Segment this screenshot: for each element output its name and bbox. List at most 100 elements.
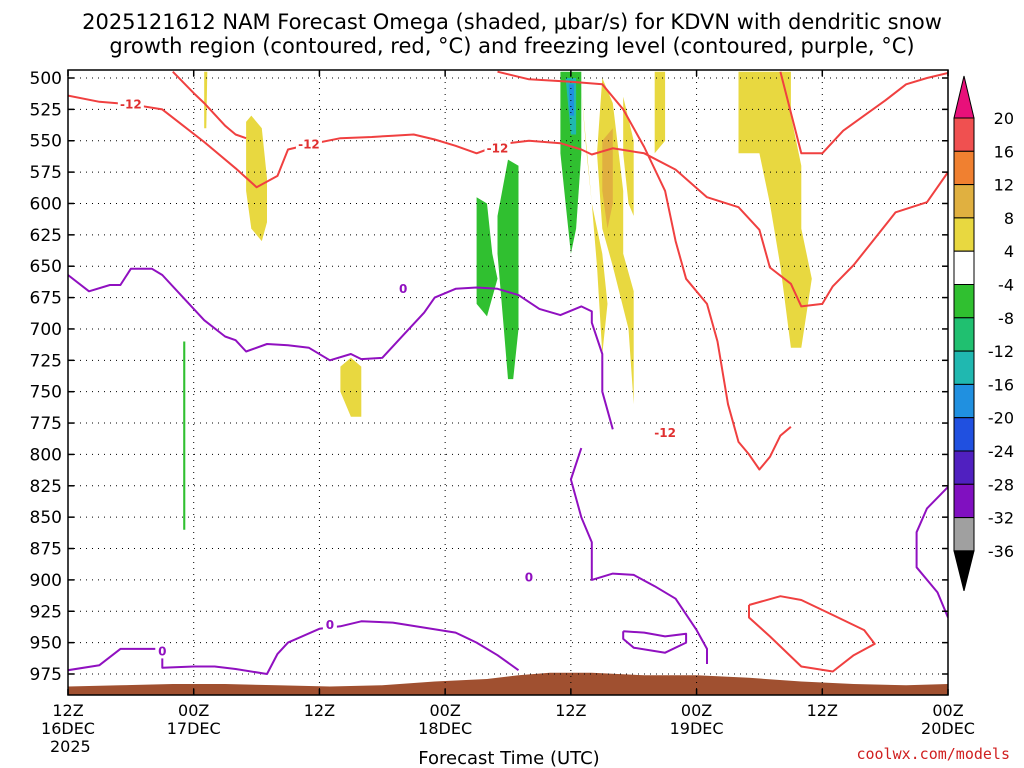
x-tick-label: 19DEC xyxy=(670,719,724,738)
y-tick-label: 875 xyxy=(30,540,62,560)
contour-2 xyxy=(172,71,247,140)
purple-label-bg-0 xyxy=(396,280,411,296)
y-tick-label: 650 xyxy=(30,257,62,277)
omega-region-1 xyxy=(246,115,267,242)
red-contour-label: -12 xyxy=(298,138,320,152)
purple-label-bg-2 xyxy=(322,617,337,633)
colorbar-swatch-12 xyxy=(953,517,975,552)
colorbar-swatch-11 xyxy=(953,483,975,519)
purple-contour-label: 0 xyxy=(158,644,166,658)
colorbar-swatch-3 xyxy=(953,217,975,252)
colorbar: 20 16 12 8 4 -4 -8 -12 -16 -20 -24 -28 -32 -36 xyxy=(953,75,1014,592)
omega-shading xyxy=(183,71,812,530)
contour-9 xyxy=(915,486,948,618)
omega-region-0 xyxy=(204,71,208,129)
colorbar-swatch-4 xyxy=(953,250,975,285)
y-tick-label: 575 xyxy=(30,163,62,183)
y-tick-label: 850 xyxy=(30,508,62,528)
colorbar-swatch-8 xyxy=(953,383,975,419)
purple-label-bg-1 xyxy=(155,643,170,659)
x-axis-label: Forecast Time (UTC) xyxy=(418,748,599,768)
x-tick-label: 16DEC xyxy=(41,719,95,738)
chart-title-line2: growth region (contoured, red, °C) and f… xyxy=(109,34,914,58)
y-tick-label: 950 xyxy=(30,634,62,654)
colorbar-label: 4 xyxy=(1004,242,1014,261)
colorbar-label: 16 xyxy=(994,142,1014,161)
y-tick-label: 900 xyxy=(30,571,62,591)
purple-contour-label: 0 xyxy=(399,282,407,296)
y-tick-label: 700 xyxy=(30,320,62,340)
y-tick-label: 625 xyxy=(30,226,62,246)
red-contour-label: -12 xyxy=(487,141,509,155)
contour-5 xyxy=(68,267,614,430)
x-tick-label: 00Z xyxy=(932,701,963,720)
x-tick-label: 2025 xyxy=(50,737,91,756)
purple-label-bg-3 xyxy=(521,569,536,585)
x-tick-label: 17DEC xyxy=(167,719,221,738)
omega-region-10 xyxy=(476,197,498,317)
colorbar-swatch-7 xyxy=(953,350,975,385)
omega-region-11 xyxy=(497,159,519,380)
colorbar-label: -8 xyxy=(998,309,1014,328)
terrain-surface xyxy=(68,672,948,695)
y-tick-label: 750 xyxy=(30,383,62,403)
omega-region-2 xyxy=(340,357,362,417)
colorbar-label: 20 xyxy=(994,109,1014,128)
y-tick-label: 975 xyxy=(30,665,62,685)
red-contour-label: -12 xyxy=(120,97,142,111)
colorbar-label: 12 xyxy=(994,176,1014,195)
credit-text: coolwx.com/models xyxy=(856,745,1010,763)
y-tick-label: 525 xyxy=(30,100,62,120)
x-tick-label: 20DEC xyxy=(921,719,975,738)
colorbar-swatch-1 xyxy=(953,150,975,186)
colorbar-swatch-5 xyxy=(953,284,975,319)
colorbar-swatch-9 xyxy=(953,417,975,452)
colorbar-label: -20 xyxy=(988,409,1014,428)
contour-labels: -12 -12 -12 -12 0 0 0 0 xyxy=(117,96,679,659)
chart-title-line1: 2025121612 NAM Forecast Omega (shaded, μ… xyxy=(82,10,942,34)
red-label-bg-1 xyxy=(295,136,322,152)
omega-region-6 xyxy=(654,71,666,154)
contour-8 xyxy=(622,630,688,654)
colorbar-label: -36 xyxy=(988,542,1014,561)
red-contour-label: -12 xyxy=(654,426,676,440)
contour-7 xyxy=(68,620,520,675)
colorbar-swatch-6 xyxy=(953,317,975,352)
contour-3 xyxy=(779,71,948,155)
y-tick-label: 800 xyxy=(30,445,62,465)
colorbar-label: -32 xyxy=(988,509,1014,528)
colorbar-label: 8 xyxy=(1004,209,1014,228)
colorbar-top-arrow xyxy=(953,75,975,119)
colorbar-swatch-2 xyxy=(953,184,975,219)
colorbar-bottom-arrow xyxy=(953,550,975,592)
y-tick-label: 550 xyxy=(30,132,62,152)
x-tick-label: 12Z xyxy=(555,701,586,720)
contour-4 xyxy=(748,595,876,673)
x-tick-label: 12Z xyxy=(52,701,83,720)
y-tick-label: 600 xyxy=(30,194,62,214)
red-label-bg-3 xyxy=(652,425,679,441)
x-tick-label: 00Z xyxy=(681,701,712,720)
purple-contour-label: 0 xyxy=(326,618,334,632)
contour-6 xyxy=(569,447,708,664)
colorbar-label: -24 xyxy=(988,442,1014,461)
contour-1 xyxy=(497,70,792,471)
colorbar-label: -28 xyxy=(988,475,1014,494)
omega-region-9 xyxy=(183,341,186,530)
y-axis-ticks: 500 525 550 575 600 625 650 675 700 725 750 775 800 8… xyxy=(30,69,948,685)
x-tick-label: 18DEC xyxy=(418,719,472,738)
colorbar-label: -16 xyxy=(988,375,1014,394)
colorbar-swatch-0 xyxy=(953,117,975,152)
colorbar-label: -4 xyxy=(998,276,1014,295)
plot-frame xyxy=(67,69,949,696)
omega-region-8 xyxy=(602,128,613,229)
omega-region-3 xyxy=(581,90,608,354)
omega-region-5 xyxy=(623,96,634,216)
x-tick-label: 12Z xyxy=(304,701,335,720)
x-tick-label: 00Z xyxy=(178,701,209,720)
omega-region-7 xyxy=(738,71,812,348)
purple-contour-label: 0 xyxy=(525,570,533,584)
y-tick-label: 775 xyxy=(30,414,62,434)
